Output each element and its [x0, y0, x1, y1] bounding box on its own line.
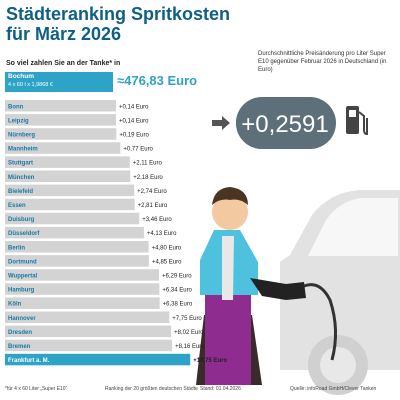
value-label-1: +0,14 Euro [119, 118, 149, 124]
category-label-18: Frankfurt a. M. [8, 358, 50, 364]
bar-2 [5, 128, 117, 140]
category-label-12: Wuppertal [8, 274, 38, 280]
bar-7 [5, 198, 135, 211]
category-label-8: Duisburg [8, 217, 35, 223]
bar-3 [5, 142, 121, 154]
value-label-7: +2,81 Euro [138, 203, 168, 209]
category-label-17: Bremen [8, 344, 31, 350]
category-label-4: Stuttgart [8, 161, 33, 167]
value-label-4: +2,11 Euro [133, 161, 163, 167]
bochum-total: ≈476,83 Euro [117, 73, 198, 88]
footer-date: Stand: 01.04.2026 [200, 386, 241, 392]
bar-15 [5, 311, 170, 323]
value-label-5: +2,18 Euro [133, 175, 163, 181]
bar-1 [5, 114, 116, 126]
subtitle: So viel zahlen Sie an der Tanke* in [6, 60, 121, 67]
footnote: *für 4 x 60 Liter „Super E10“ [5, 386, 68, 392]
category-label-1: Leipzig [8, 118, 29, 124]
value-label-15: +7,75 Euro [172, 316, 202, 322]
value-label-12: +6,29 Euro [162, 274, 192, 280]
category-label-5: München [8, 175, 35, 181]
value-label-2: +0,19 Euro [119, 133, 149, 139]
bar-11 [5, 255, 149, 267]
bochum-box: Bochum 4 x 60 l x 1,9868 € [5, 72, 113, 92]
bar-14 [5, 297, 160, 309]
category-label-16: Dresden [8, 330, 32, 336]
category-label-2: Nürnberg [8, 133, 35, 139]
category-label-6: Bielefeld [8, 189, 33, 195]
bar-12 [5, 269, 160, 281]
category-label-9: Düsseldorf [8, 231, 40, 237]
category-label-14: Köln [8, 302, 22, 308]
bar-5 [5, 170, 131, 182]
footer-ranking: Ranking der 20 größten deutschen Städte [105, 386, 198, 392]
bar-10 [5, 241, 149, 253]
category-label-13: Hamburg [8, 288, 35, 294]
bar-chart: Bonn +0,14 Euro Leipzig +0,14 Euro Nürnberg +… [5, 100, 227, 366]
page-title: Städteranking Spritkosten für März 2026 [6, 4, 246, 44]
category-label-0: Bonn [8, 104, 24, 110]
bar-9 [5, 226, 144, 239]
person-illustration [196, 187, 337, 385]
fuel-pump-icon [346, 106, 368, 136]
value-label-18: +10,75 Euro [193, 358, 227, 364]
value-label-14: +6,38 Euro [163, 302, 193, 308]
arrow-icon [212, 116, 230, 130]
price-change-display: +0,2591 [212, 97, 368, 149]
category-label-7: Essen [8, 203, 26, 209]
value-label-3: +0,77 Euro [123, 147, 153, 153]
bochum-city: Bochum [8, 73, 34, 80]
bar-8 [5, 212, 140, 225]
title-line-2: für März 2026 [6, 24, 122, 44]
category-label-3: Mannheim [8, 147, 38, 153]
bochum-calc: 4 x 60 l x 1,9868 € [8, 82, 53, 88]
value-label-9: +4,13 Euro [147, 231, 177, 237]
bar-16 [5, 325, 172, 338]
value-label-6: +2,74 Euro [137, 189, 167, 195]
value-label-10: +4,80 Euro [152, 245, 182, 251]
value-label-11: +4,85 Euro [152, 259, 182, 265]
value-label-0: +0,14 Euro [119, 104, 149, 110]
car-illustration [280, 190, 400, 395]
value-label-17: +8,16 Euro [175, 344, 205, 350]
value-label-16: +8,02 Euro [174, 330, 204, 336]
bar-17 [5, 339, 173, 352]
price-change-value: +0,2591 [241, 111, 328, 138]
category-label-10: Berlin [8, 245, 25, 251]
footer-source: Quelle: infoRoad GmbH/Clever Tanken [290, 386, 377, 392]
title-line-1: Städteranking Spritkosten [6, 4, 231, 24]
category-label-11: Dortmund [8, 259, 37, 265]
bar-13 [5, 283, 160, 295]
bar-4 [5, 156, 130, 168]
bar-18 [5, 353, 191, 366]
value-label-8: +3,46 Euro [142, 217, 172, 223]
bar-0 [5, 100, 116, 112]
bar-6 [5, 184, 135, 197]
category-label-15: Hannover [8, 316, 36, 322]
value-label-13: +6,34 Euro [162, 288, 192, 294]
price-change-caption: Durchschnittliche Preisänderung pro Lite… [258, 51, 387, 73]
